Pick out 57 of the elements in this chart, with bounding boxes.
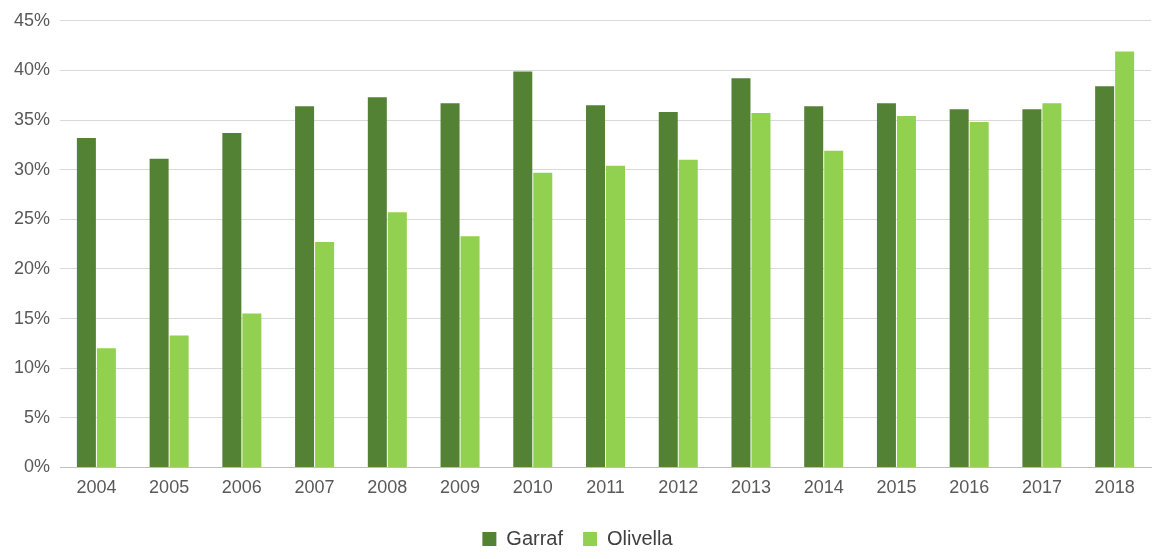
- bar: [804, 106, 824, 467]
- bar: [896, 116, 916, 467]
- y-tick-label: 10%: [14, 357, 51, 378]
- bar: [149, 158, 169, 467]
- bar: [222, 132, 242, 467]
- y-tick-label: 20%: [14, 257, 51, 278]
- bar: [658, 112, 678, 467]
- x-tick-label: 2004: [76, 477, 117, 498]
- bar: [440, 103, 460, 467]
- bar: [586, 105, 606, 467]
- bar: [367, 97, 387, 467]
- bar: [876, 103, 896, 467]
- bar: [731, 78, 751, 467]
- bar: [969, 122, 989, 467]
- bar: [96, 348, 116, 467]
- bar: [1095, 86, 1115, 467]
- bar: [606, 165, 626, 467]
- y-tick-label: 45%: [14, 9, 51, 30]
- x-tick-label: 2006: [221, 477, 262, 498]
- y-tick-label: 15%: [14, 307, 51, 328]
- x-tick-label: 2012: [658, 477, 699, 498]
- y-tick-label: 5%: [24, 406, 51, 427]
- x-tick-label: 2008: [367, 477, 408, 498]
- bar: [533, 172, 553, 467]
- bar: [295, 106, 315, 467]
- legend-label: Garraf: [506, 526, 564, 549]
- x-tick-label: 2011: [586, 477, 625, 498]
- bar: [678, 159, 698, 467]
- bar: [242, 313, 262, 467]
- x-tick-label: 2007: [294, 477, 335, 498]
- bar: [76, 137, 96, 467]
- bar: [460, 236, 480, 467]
- bar: [1115, 51, 1135, 467]
- y-tick-label: 40%: [14, 59, 51, 80]
- bar: [751, 113, 771, 467]
- bar: [824, 150, 844, 467]
- x-tick-label: 2005: [149, 477, 190, 498]
- x-tick-label: 2014: [803, 477, 844, 498]
- x-tick-label: 2009: [440, 477, 481, 498]
- bar: [949, 109, 969, 467]
- y-tick-label: 35%: [14, 109, 51, 130]
- bar: [315, 242, 335, 467]
- x-tick-label: 2010: [512, 477, 553, 498]
- x-tick-label: 2013: [730, 477, 771, 498]
- bar: [169, 335, 189, 467]
- y-tick-label: 25%: [14, 208, 51, 229]
- bar: [1022, 109, 1042, 467]
- y-tick-label: 0%: [24, 456, 51, 477]
- x-tick-label: 2017: [1021, 477, 1062, 498]
- x-tick-label: 2018: [1094, 477, 1135, 498]
- x-tick-label: 2016: [949, 477, 990, 498]
- x-tick-label: 2015: [876, 477, 917, 498]
- legend-label: Olivella: [607, 526, 674, 549]
- bar: [513, 71, 533, 467]
- bar: [1042, 103, 1062, 467]
- bar: [387, 212, 407, 467]
- y-tick-label: 30%: [14, 158, 51, 179]
